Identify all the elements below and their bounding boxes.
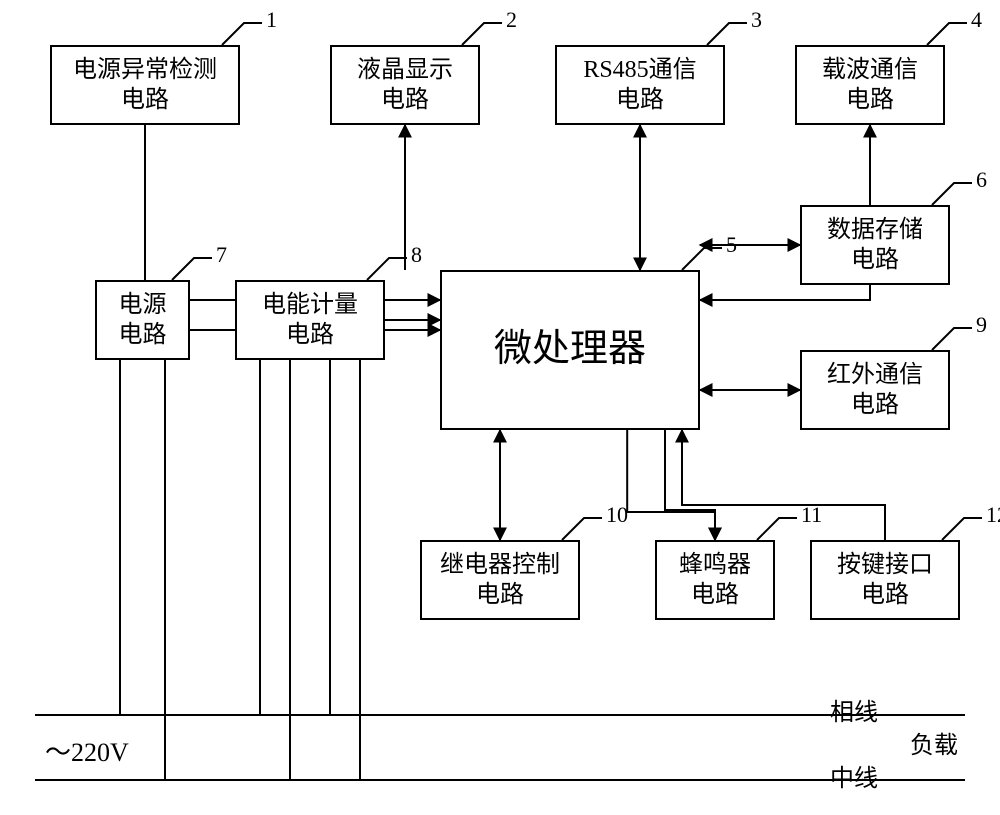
callout-number: 1 bbox=[266, 7, 277, 33]
callout-number: 8 bbox=[411, 242, 422, 268]
node-label: 数据存储 电路 bbox=[827, 215, 923, 275]
callout-number: 3 bbox=[751, 7, 762, 33]
node-relay-control: 继电器控制 电路 bbox=[420, 540, 580, 620]
callout-number: 2 bbox=[506, 7, 517, 33]
node-lcd-display: 液晶显示 电路 bbox=[330, 45, 480, 125]
node-rs485-comm: RS485通信 电路 bbox=[555, 45, 725, 125]
node-key-interface: 按键接口 电路 bbox=[810, 540, 960, 620]
node-data-storage: 数据存储 电路 bbox=[800, 205, 950, 285]
callout-number: 12 bbox=[986, 502, 1000, 528]
node-label: 继电器控制 电路 bbox=[440, 550, 560, 610]
node-label: 电源 电路 bbox=[119, 290, 167, 350]
node-label: 电能计量 电路 bbox=[262, 290, 358, 350]
node-ir-comm: 红外通信 电路 bbox=[800, 350, 950, 430]
callout-number: 9 bbox=[976, 312, 987, 338]
callout-number: 6 bbox=[976, 167, 987, 193]
node-label: 电源异常检测 电路 bbox=[73, 55, 217, 115]
callout-number: 11 bbox=[801, 502, 822, 528]
node-energy-metering: 电能计量 电路 bbox=[235, 280, 385, 360]
node-label: 载波通信 电路 bbox=[822, 55, 918, 115]
label-phase: 相线 bbox=[830, 692, 878, 727]
node-label: 红外通信 电路 bbox=[827, 360, 923, 420]
label-load: 负载 bbox=[910, 725, 958, 760]
callout-number: 7 bbox=[216, 242, 227, 268]
node-microprocessor: 微处理器 bbox=[440, 270, 700, 430]
node-label: 按键接口 电路 bbox=[837, 550, 933, 610]
node-power-anomaly-detect: 电源异常检测 电路 bbox=[50, 45, 240, 125]
callout-number: 10 bbox=[606, 502, 628, 528]
label-voltage: ～220V bbox=[45, 732, 129, 769]
node-label: RS485通信 电路 bbox=[583, 55, 696, 115]
node-label: 微处理器 bbox=[494, 326, 646, 374]
diagram-stage: 电源异常检测 电路 液晶显示 电路 RS485通信 电路 载波通信 电路 微处理… bbox=[0, 0, 1000, 815]
node-buzzer: 蜂鸣器 电路 bbox=[655, 540, 775, 620]
node-power-circuit: 电源 电路 bbox=[95, 280, 190, 360]
node-carrier-comm: 载波通信 电路 bbox=[795, 45, 945, 125]
callout-number: 5 bbox=[726, 232, 737, 258]
callout-number: 4 bbox=[971, 7, 982, 33]
node-label: 液晶显示 电路 bbox=[357, 55, 453, 115]
node-label: 蜂鸣器 电路 bbox=[679, 550, 751, 610]
label-neutral: 中线 bbox=[830, 758, 878, 793]
